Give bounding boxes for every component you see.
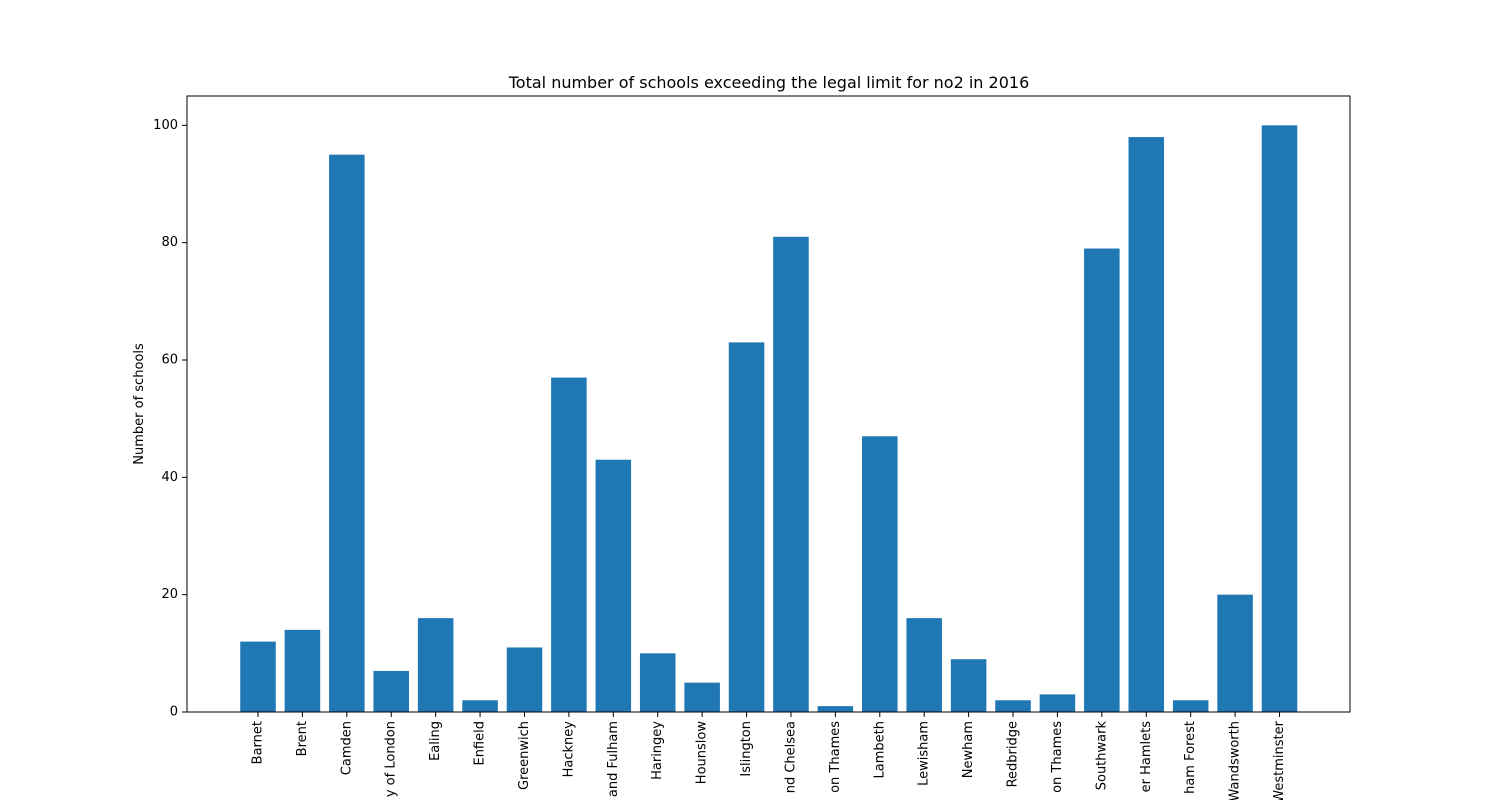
x-tick-label-15: Lewisham <box>917 721 932 786</box>
x-tick-label-23: Westminster <box>1272 720 1287 800</box>
bar-18 <box>1039 694 1076 712</box>
x-tick-label-12: nd Chelsea <box>783 721 798 793</box>
plot-frame <box>186 95 1351 713</box>
x-tick-label-17: Redbridge <box>1006 721 1021 787</box>
bar-23 <box>1261 125 1298 712</box>
bar-19 <box>1084 248 1120 712</box>
y-tick-label-5: 100 <box>153 118 178 133</box>
y-tick-label-0: 0 <box>170 705 178 720</box>
x-tick-label-10: Hounslow <box>695 721 710 785</box>
bar-5 <box>462 700 498 712</box>
bars-group <box>240 125 1298 713</box>
bar-0 <box>240 641 276 712</box>
y-axis-title: Number of schools <box>132 343 147 465</box>
x-tick-label-16: Newham <box>961 721 976 778</box>
x-tick-label-8: and Fulham <box>606 721 621 797</box>
x-axis: Barnet Brent Camden y of London Ealing Enfiel… <box>251 712 1287 800</box>
bar-7 <box>551 377 587 712</box>
y-tick-label-4: 80 <box>161 235 178 250</box>
x-tick-label-18: on Thames <box>1050 721 1065 793</box>
x-tick-label-5: Enfield <box>473 721 488 766</box>
x-tick-label-14: Lambeth <box>872 721 887 778</box>
x-tick-label-1: Brent <box>295 721 310 756</box>
bar-13 <box>817 706 854 712</box>
bar-22 <box>1217 594 1253 712</box>
bar-20 <box>1128 137 1165 712</box>
bar-12 <box>773 236 809 713</box>
x-tick-label-3: y of London <box>384 721 399 797</box>
bar-3 <box>373 670 409 712</box>
bar-16 <box>950 659 987 712</box>
chart-title: Total number of schools exceeding the le… <box>508 73 1030 92</box>
y-tick-label-1: 20 <box>161 587 178 602</box>
x-tick-label-22: Wandsworth <box>1228 721 1243 800</box>
x-tick-label-6: Greenwich <box>517 721 532 790</box>
bar-15 <box>906 618 942 712</box>
x-tick-label-21: ham Forest <box>1183 721 1198 794</box>
x-tick-label-4: Ealing <box>428 721 443 761</box>
x-tick-label-7: Hackney <box>561 721 576 778</box>
bar-9 <box>639 653 676 712</box>
bar-1 <box>284 629 321 712</box>
bar-6 <box>506 647 543 712</box>
x-tick-label-2: Camden <box>339 721 354 775</box>
bar-17 <box>995 700 1031 712</box>
x-tick-label-9: Haringey <box>650 721 665 780</box>
x-tick-label-11: Islington <box>739 721 754 777</box>
y-tick-label-3: 60 <box>161 353 178 368</box>
bar-11 <box>728 342 765 712</box>
bar-4 <box>417 618 454 712</box>
y-tick-label-2: 40 <box>161 470 178 485</box>
x-tick-label-20: er Hamlets <box>1139 721 1154 793</box>
x-tick-label-13: on Thames <box>828 721 843 793</box>
x-tick-label-19: Southwark <box>1094 721 1109 791</box>
bar-21 <box>1172 700 1209 712</box>
bar-8 <box>595 459 632 712</box>
y-axis: 0 20 40 60 80 100 <box>153 118 187 720</box>
bar-14 <box>862 436 898 712</box>
bar-2 <box>329 154 365 713</box>
x-tick-label-0: Barnet <box>251 721 266 764</box>
bar-10 <box>684 682 720 712</box>
